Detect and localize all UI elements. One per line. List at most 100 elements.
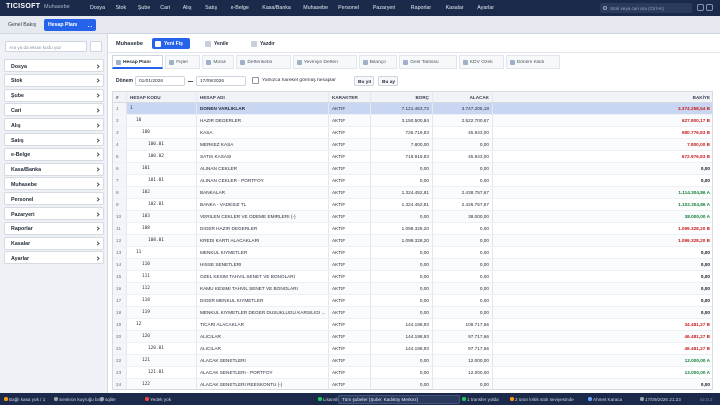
subtab[interactable]: Dönem Kilidi xyxy=(505,55,560,69)
table-row[interactable]: 23 121.01 ALACAK SENETLERI - PORTFOY AKTIF 0… xyxy=(113,367,712,379)
table-row[interactable]: 14 110 HISSE SENETLERI AKTIF 0,00 0,00 0,00 xyxy=(113,259,712,271)
sidebar-item[interactable]: Kasa/Banka xyxy=(4,162,104,176)
table-row[interactable]: 2 10 HAZIR DEGERLER AKTIF 3.150.500,84 2.522.… xyxy=(113,115,712,127)
table-row[interactable]: 1 1 DONEN VARLIKLAR AKTIF 7.121.463,72 3.747.… xyxy=(113,103,712,115)
toolbar-button[interactable]: Yazdır xyxy=(248,38,282,49)
subtab[interactable]: Bilanço xyxy=(358,55,398,69)
table-row[interactable]: 8 102 BANKALAR AKTIF 1.324.452,81 2.438.757,6… xyxy=(113,187,712,199)
table-row[interactable]: 22 121 ALACAK SENETLERI AKTIF 0,00 12.000,00 1… xyxy=(113,355,712,367)
chevron xyxy=(95,93,100,98)
table-row[interactable]: 10 103 VERILEN CEKLER VE ODEME EMIRLERI (-… xyxy=(113,211,712,223)
table-row[interactable]: 12 108.01 KREDI KARTI ALACAKLARI AKTIF 1.099… xyxy=(113,235,712,247)
checkbox-label: Yalnızca hareket görmüş hesaplar xyxy=(262,78,336,83)
sidebar-item-label: e-Belge xyxy=(11,152,31,159)
table-row[interactable]: 3 100 KASA AKTIF 726.719,83 45.943,00 680.776,… xyxy=(113,127,712,139)
toolbar-button[interactable]: Yeni Fiş xyxy=(152,38,190,49)
menu-item[interactable]: Muhasebe xyxy=(303,4,329,11)
table-row[interactable]: 16 112 KAMU KESIMI TAHVIL SENET VE BONOLAR… xyxy=(113,283,712,295)
icon-button[interactable] xyxy=(706,4,713,11)
subtab-label: Bilanço xyxy=(369,60,386,65)
branch-select[interactable]: Tüm şubeler (Şube: Kadıköy Merkez) xyxy=(338,394,460,404)
subtab[interactable]: Mizan xyxy=(202,55,235,69)
date-separator xyxy=(188,81,193,82)
date-input[interactable]: 01/01/2026 xyxy=(135,76,185,86)
table-cell: 38.000,00 xyxy=(433,211,493,222)
filter-button[interactable]: Bu ay xyxy=(378,76,398,86)
icon-button[interactable] xyxy=(697,4,704,11)
subtab-active[interactable]: Hesap Planı xyxy=(112,55,164,69)
filter-button[interactable]: Bu yıl xyxy=(354,76,374,86)
tab-active[interactable]: Hesap Planı xyxy=(44,19,96,31)
table-cell: KAMU KESIMI TAHVIL SENET VE BONOLARI xyxy=(197,283,329,294)
sidebar-item[interactable]: Kasalar xyxy=(4,236,104,250)
button-label: Bu yıl xyxy=(358,79,372,85)
menu-item[interactable]: e-Belge xyxy=(230,4,249,11)
menu-item[interactable]: Dosya xyxy=(90,4,106,11)
subtab[interactable]: Gelir Tablosu xyxy=(399,55,457,69)
sidebar-item[interactable]: Raporlar xyxy=(4,221,104,235)
table-cell: ALINAN CEKLER - PORTFOY xyxy=(197,175,329,186)
menu-item[interactable]: Raporlar xyxy=(410,4,432,11)
subtab[interactable]: Defterikebir xyxy=(236,55,291,69)
table-cell: AKTIF xyxy=(329,103,371,114)
table-row[interactable]: 19 12 TICARI ALACAKLAR AKTIF 144.198,93 109.7… xyxy=(113,319,712,331)
table-row[interactable]: 20 120 ALICILAR AKTIF 144.198,93 97.717,66 46.… xyxy=(113,331,712,343)
date-input[interactable]: 17/09/2026 xyxy=(196,76,246,86)
collapse-button[interactable] xyxy=(90,41,102,52)
sidebar-search[interactable]: Ara ya da ekran kodu yaz xyxy=(5,41,87,52)
sidebar-item[interactable]: Ayarlar xyxy=(4,251,104,265)
table-row[interactable]: 24 122 ALACAK SENETLERI REESKONTU (-) AKTIF… xyxy=(113,379,712,389)
toolbar-button[interactable]: Yenile xyxy=(202,38,236,49)
table-cell: 6 xyxy=(113,163,127,174)
subtab[interactable]: KDV Özeti xyxy=(458,55,504,69)
sidebar-item[interactable]: Cari xyxy=(4,103,104,117)
menu-item[interactable]: Ayarlar xyxy=(477,4,494,11)
sidebar-item[interactable]: Muhasebe xyxy=(4,177,104,191)
table-cell: 2.426.757,67 xyxy=(433,199,493,210)
column-header: # xyxy=(113,92,127,102)
subtab-label: Hesap Planı xyxy=(123,60,151,65)
sidebar: Ara ya da ekran kodu yaz Dosya Stok Şube Car… xyxy=(0,34,108,393)
table-row[interactable]: 17 118 DIGER MENKUL KIYMETLER AKTIF 0,00 0,00… xyxy=(113,295,712,307)
menu-item[interactable]: Personel xyxy=(338,4,359,11)
sidebar-item[interactable]: Alış xyxy=(4,118,104,132)
subtab-label: Dönem Kilidi xyxy=(516,60,545,65)
search-box[interactable]: Stok veya cari ara (Ctrl+K) xyxy=(600,3,692,13)
table-cell: 100.02 xyxy=(127,151,197,162)
table-row[interactable]: 9 102.01 BANKA - VADESIZ TL AKTIF 1.324.452,… xyxy=(113,199,712,211)
sidebar-item[interactable]: e-Belge xyxy=(4,147,104,161)
table-row[interactable]: 6 101 ALINAN CEKLER AKTIF 0,00 0,00 0,00 xyxy=(113,163,712,175)
table-row[interactable]: 7 101.01 ALINAN CEKLER - PORTFOY AKTIF 0,00 0… xyxy=(113,175,712,187)
sidebar-item[interactable]: Şube xyxy=(4,88,104,102)
subtab[interactable]: Yevmiye Defteri xyxy=(292,55,357,69)
table-cell: 122 xyxy=(127,379,197,389)
table-cell: 0,00 xyxy=(493,247,712,258)
table-cell: SATIS KASASI xyxy=(197,151,329,162)
table-cell: MENKUL KIYMETLER DEGER DUSUKLUGU KARSILI… xyxy=(197,307,329,318)
menu-item[interactable]: Alış xyxy=(182,4,192,11)
table-row[interactable]: 5 100.02 SATIS KASASI AKTIF 718.919,83 45.943… xyxy=(113,151,712,163)
menu-item[interactable]: Kasa/Banka xyxy=(262,4,291,11)
menu-item[interactable]: Pazaryeri xyxy=(372,4,396,11)
tab-close[interactable] xyxy=(88,23,92,27)
sidebar-item[interactable]: Personel xyxy=(4,192,104,206)
subtab[interactable]: Fişler xyxy=(165,55,201,69)
table-row[interactable]: 13 11 MENKUL KIYMETLER AKTIF 0,00 0,00 0,00 xyxy=(113,247,712,259)
checkbox[interactable] xyxy=(252,77,259,84)
table-row[interactable]: 15 111 OZEL KESIM TAHVIL SENET VE BONOLARI… xyxy=(113,271,712,283)
sidebar-item[interactable]: Pazaryeri xyxy=(4,207,104,220)
menu-item[interactable]: Kasalar xyxy=(445,4,464,11)
table-row[interactable]: 4 100.01 MERKEZ KASA AKTIF 7.800,00 0,00 7.800… xyxy=(113,139,712,151)
sidebar-item[interactable]: Satış xyxy=(4,133,104,146)
sidebar-item-label: Pazaryeri xyxy=(11,211,35,218)
sidebar-item[interactable]: Dosya xyxy=(4,59,104,72)
menu-item[interactable]: Cari xyxy=(160,4,171,11)
menu-item[interactable]: Şube xyxy=(137,4,151,11)
table-row[interactable]: 18 119 MENKUL KIYMETLER DEGER DUSUKLUGU KA… xyxy=(113,307,712,319)
menu-item[interactable]: Satış xyxy=(205,4,218,11)
tab[interactable]: Genel Bakış xyxy=(8,22,37,28)
table-row[interactable]: 11 108 DIGER HAZIR DEGERLER AKTIF 1.099.328,… xyxy=(113,223,712,235)
sidebar-item[interactable]: Stok xyxy=(4,73,104,87)
menu-item[interactable]: Stok xyxy=(115,4,127,11)
table-row[interactable]: 21 120.01 ALICILAR AKTIF 144.198,93 97.717,66… xyxy=(113,343,712,355)
